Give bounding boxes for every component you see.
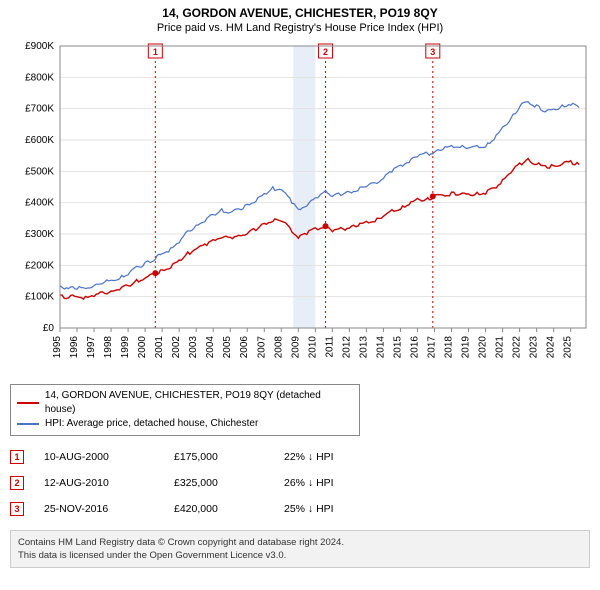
svg-text:2009: 2009 (290, 336, 301, 359)
svg-text:£0: £0 (43, 323, 55, 334)
event-diff: 25% ↓ HPI (284, 503, 384, 515)
svg-text:£200K: £200K (25, 260, 54, 271)
svg-text:2020: 2020 (478, 336, 489, 359)
event-price: £420,000 (174, 503, 284, 515)
svg-text:2006: 2006 (239, 336, 250, 359)
chart-subtitle: Price paid vs. HM Land Registry's House … (10, 22, 590, 34)
price-events-table: 1 10-AUG-2000£175,00022% ↓ HPI 2 12-AUG-201… (10, 444, 590, 522)
event-row: 2 12-AUG-2010£325,00026% ↓ HPI (10, 470, 590, 496)
chart-plot-area: £0 £100K £200K £300K £400K £500K £600K £700K £80… (10, 38, 590, 378)
event-diff: 26% ↓ HPI (284, 477, 384, 489)
legend-item: HPI: Average price, detached house, Chic… (17, 417, 353, 431)
svg-text:£700K: £700K (25, 104, 54, 115)
chart-title: 14, GORDON AVENUE, CHICHESTER, PO19 8QY (10, 6, 590, 20)
svg-text:2005: 2005 (222, 336, 233, 359)
event-diff: 22% ↓ HPI (284, 451, 384, 463)
legend-item: 14, GORDON AVENUE, CHICHESTER, PO19 8QY … (17, 389, 353, 417)
svg-text:1: 1 (153, 47, 158, 57)
event-date: 25-NOV-2016 (44, 503, 174, 515)
svg-text:2010: 2010 (307, 336, 318, 359)
svg-text:1997: 1997 (86, 336, 97, 359)
event-row: 1 10-AUG-2000£175,00022% ↓ HPI (10, 444, 590, 470)
svg-text:2018: 2018 (444, 336, 455, 359)
attribution-footer: Contains HM Land Registry data © Crown c… (10, 530, 590, 568)
svg-text:1999: 1999 (120, 336, 131, 359)
event-price: £325,000 (174, 477, 284, 489)
svg-text:£600K: £600K (25, 135, 54, 146)
svg-text:£400K: £400K (25, 198, 54, 209)
svg-text:2003: 2003 (188, 336, 199, 359)
event-marker: 2 (10, 476, 24, 490)
svg-text:2016: 2016 (409, 336, 420, 359)
event-date: 12-AUG-2010 (44, 477, 174, 489)
svg-text:1998: 1998 (103, 336, 114, 359)
svg-text:2024: 2024 (546, 336, 557, 359)
svg-text:2001: 2001 (154, 336, 165, 359)
svg-text:2: 2 (323, 47, 328, 57)
svg-text:2000: 2000 (137, 336, 148, 359)
legend-label: HPI: Average price, detached house, Chic… (45, 417, 258, 431)
chart-legend: 14, GORDON AVENUE, CHICHESTER, PO19 8QY … (10, 384, 360, 436)
svg-text:2017: 2017 (426, 336, 437, 359)
event-date: 10-AUG-2000 (44, 451, 174, 463)
legend-swatch (17, 402, 39, 404)
svg-text:2023: 2023 (529, 336, 540, 359)
svg-text:2012: 2012 (341, 336, 352, 359)
event-price: £175,000 (174, 451, 284, 463)
legend-swatch (17, 423, 39, 425)
svg-text:2007: 2007 (256, 336, 267, 359)
svg-text:1996: 1996 (69, 336, 80, 359)
svg-text:£300K: £300K (25, 229, 54, 240)
svg-text:1995: 1995 (52, 336, 63, 359)
svg-text:£100K: £100K (25, 292, 54, 303)
svg-text:2014: 2014 (375, 336, 386, 359)
svg-text:£900K: £900K (25, 41, 54, 52)
svg-text:2002: 2002 (171, 336, 182, 359)
footer-line-2: This data is licensed under the Open Gov… (18, 549, 582, 562)
svg-text:2025: 2025 (563, 336, 574, 359)
svg-text:2013: 2013 (358, 336, 369, 359)
line-chart-svg: £0 £100K £200K £300K £400K £500K £600K £700K £80… (10, 38, 590, 378)
legend-label: 14, GORDON AVENUE, CHICHESTER, PO19 8QY … (45, 389, 353, 417)
svg-text:2008: 2008 (273, 336, 284, 359)
svg-text:2004: 2004 (205, 336, 216, 359)
event-marker: 3 (10, 502, 24, 516)
chart-container: 14, GORDON AVENUE, CHICHESTER, PO19 8QY … (0, 0, 600, 572)
footer-line-1: Contains HM Land Registry data © Crown c… (18, 536, 582, 549)
svg-text:£800K: £800K (25, 72, 54, 83)
svg-text:2015: 2015 (392, 336, 403, 359)
svg-text:3: 3 (430, 47, 435, 57)
svg-text:2019: 2019 (461, 336, 472, 359)
svg-text:2021: 2021 (495, 336, 506, 359)
svg-text:2022: 2022 (512, 336, 523, 359)
svg-text:£500K: £500K (25, 166, 54, 177)
svg-text:2011: 2011 (324, 336, 335, 358)
event-row: 3 25-NOV-2016£420,00025% ↓ HPI (10, 496, 590, 522)
event-marker: 1 (10, 450, 24, 464)
